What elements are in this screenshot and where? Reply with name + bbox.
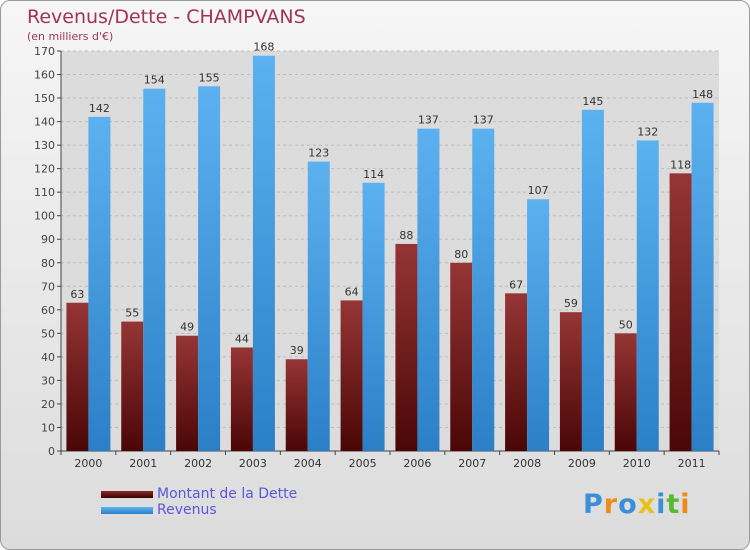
y-tick-label: 160	[34, 69, 55, 82]
bar-revenue	[362, 182, 385, 451]
logo-letter: P	[583, 489, 604, 520]
bar-revenue	[198, 86, 221, 451]
y-tick-label: 90	[41, 233, 55, 246]
data-label-revenue: 148	[692, 88, 713, 101]
y-tick-label: 80	[41, 257, 55, 270]
data-label-revenue: 137	[418, 114, 439, 127]
chart-subtitle: (en milliers d'€)	[27, 30, 114, 43]
bar-debt	[505, 293, 528, 451]
y-tick-label: 140	[34, 116, 55, 129]
y-tick-label: 100	[34, 210, 55, 223]
logo-letter: i	[680, 489, 691, 520]
bar-debt	[614, 333, 637, 451]
bar-debt	[669, 173, 692, 451]
bar-debt	[230, 347, 253, 451]
bar-debt	[395, 243, 418, 451]
y-tick-label: 0	[48, 445, 55, 458]
data-label-debt: 67	[509, 278, 523, 291]
data-label-revenue: 154	[144, 74, 165, 87]
logo-letter: o	[618, 489, 638, 520]
data-label-debt: 49	[180, 321, 194, 334]
data-label-debt: 63	[70, 288, 84, 301]
bar-revenue	[307, 161, 330, 451]
y-tick-label: 170	[34, 45, 55, 58]
bar-revenue	[143, 88, 166, 451]
plot-area	[61, 51, 719, 451]
y-tick-label: 40	[41, 351, 55, 364]
logo-letter: x	[637, 489, 657, 520]
x-tick-label: 2002	[184, 457, 212, 470]
data-label-revenue: 142	[89, 102, 110, 115]
chart-title: Revenus/Dette - CHAMPVANS	[27, 6, 306, 28]
legend-swatch-debt	[101, 491, 153, 498]
data-label-debt: 118	[670, 158, 691, 171]
y-tick-label: 60	[41, 304, 55, 317]
data-label-revenue: 123	[308, 147, 329, 160]
y-tick-label: 20	[41, 398, 55, 411]
data-label-revenue: 168	[253, 41, 274, 54]
data-label-debt: 59	[564, 297, 578, 310]
bar-revenue	[472, 128, 495, 451]
bar-debt	[176, 335, 199, 451]
x-tick-label: 2007	[458, 457, 486, 470]
bar-revenue	[691, 102, 714, 451]
legend-swatch-revenue	[101, 507, 153, 514]
bar-revenue	[252, 55, 275, 452]
bar-debt	[559, 312, 582, 451]
x-tick-label: 2003	[239, 457, 267, 470]
data-label-debt: 55	[125, 307, 139, 320]
y-tick-label: 150	[34, 92, 55, 105]
x-tick-label: 2005	[349, 457, 377, 470]
y-tick-label: 50	[41, 327, 55, 340]
logo-letter: i	[656, 489, 667, 520]
data-label-revenue: 145	[582, 95, 603, 108]
x-tick-label: 2010	[623, 457, 651, 470]
y-tick-label: 10	[41, 421, 55, 434]
logo-letter: r	[603, 489, 619, 520]
bar-revenue	[636, 140, 659, 452]
x-tick-label: 2006	[403, 457, 431, 470]
bar-debt	[340, 300, 363, 451]
x-tick-label: 2011	[678, 457, 706, 470]
y-tick-label: 110	[34, 186, 55, 199]
bar-debt	[66, 302, 89, 451]
bar-revenue	[88, 116, 111, 451]
x-tick-label: 2000	[74, 457, 102, 470]
bar-debt	[121, 321, 144, 451]
data-label-debt: 39	[290, 344, 304, 357]
data-label-revenue: 132	[637, 125, 658, 138]
data-label-debt: 64	[345, 285, 359, 298]
data-label-debt: 44	[235, 332, 249, 345]
bar-debt	[285, 359, 308, 451]
data-label-revenue: 155	[199, 71, 220, 84]
y-tick-label: 70	[41, 280, 55, 293]
x-tick-label: 2001	[129, 457, 157, 470]
y-tick-label: 30	[41, 374, 55, 387]
x-tick-label: 2008	[513, 457, 541, 470]
data-label-revenue: 137	[473, 114, 494, 127]
y-tick-label: 130	[34, 139, 55, 152]
legend-label-revenue: Revenus	[157, 502, 217, 518]
bar-revenue	[581, 109, 604, 451]
x-tick-label: 2009	[568, 457, 596, 470]
data-label-revenue: 107	[528, 184, 549, 197]
bar-revenue	[417, 128, 440, 451]
logo-letter: t	[666, 489, 681, 520]
data-label-debt: 50	[619, 318, 633, 331]
data-label-revenue: 114	[363, 168, 384, 181]
bar-debt	[450, 262, 473, 451]
x-tick-label: 2004	[294, 457, 322, 470]
proxiti-logo: Proxiti	[583, 489, 691, 520]
bar-revenue	[527, 199, 550, 451]
legend-label-debt: Montant de la Dette	[157, 486, 298, 502]
data-label-debt: 80	[454, 248, 468, 261]
y-tick-label: 120	[34, 163, 55, 176]
data-label-debt: 88	[399, 229, 413, 242]
